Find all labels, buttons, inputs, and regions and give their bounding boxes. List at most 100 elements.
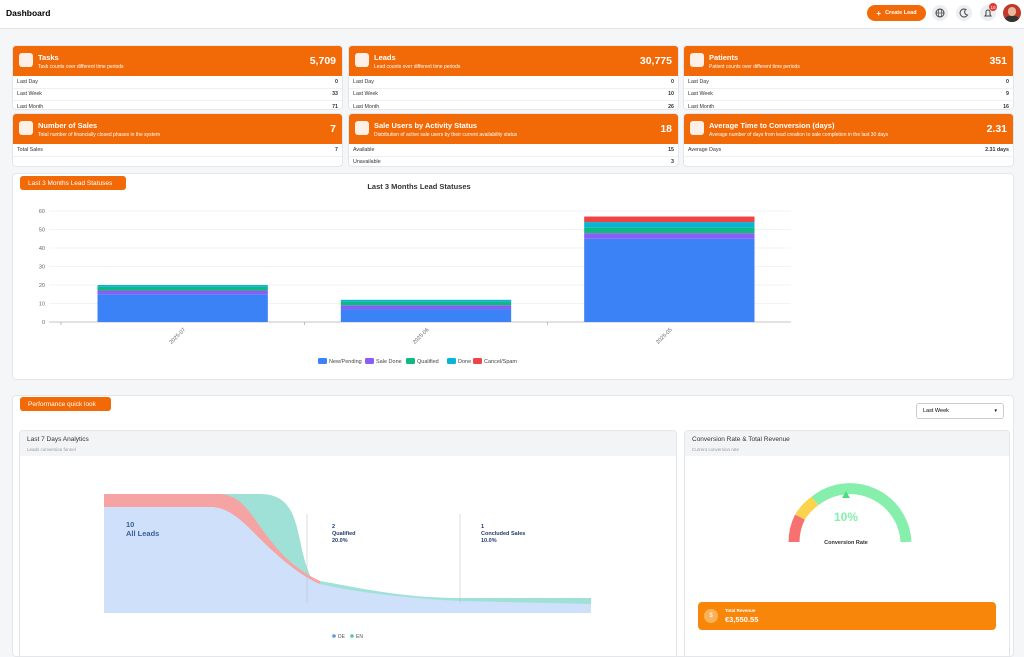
card-icon bbox=[355, 121, 369, 135]
stat-card: Leads Lead counts over different time per… bbox=[348, 45, 679, 110]
card-band: Average Time to Conversion (days) Average… bbox=[684, 114, 1013, 144]
notification-badge: 10 bbox=[989, 3, 997, 11]
revenue-value: €3,550.55 bbox=[725, 615, 759, 624]
rate-label: Conversion Rate bbox=[824, 540, 868, 546]
row-value: 9 bbox=[1006, 91, 1009, 98]
row-value: 0 bbox=[671, 78, 674, 85]
bar-segment bbox=[584, 233, 755, 239]
globe-icon bbox=[935, 8, 945, 18]
gauge-mid bbox=[795, 496, 819, 521]
stage-label: Qualified bbox=[332, 531, 356, 537]
card-total: 7 bbox=[330, 123, 336, 135]
legend-label: Done bbox=[458, 359, 471, 365]
stage-count: 1 bbox=[481, 524, 484, 530]
card-title: Leads bbox=[374, 53, 396, 62]
y-tick-label: 20 bbox=[39, 283, 45, 289]
legend-label: Cancel/Spam bbox=[484, 359, 517, 365]
row-label: Average Days bbox=[688, 146, 722, 153]
x-tick-label: 2025-06 bbox=[412, 327, 431, 346]
bar-segment bbox=[97, 294, 268, 322]
analytics-card: Last 7 Days Analytics Leads conversion f… bbox=[19, 430, 677, 656]
button-label: Create Lead bbox=[885, 10, 917, 16]
card-total: 5,709 bbox=[309, 55, 336, 67]
moon-icon bbox=[959, 8, 969, 18]
legend-label: New/Pending bbox=[329, 359, 362, 365]
x-tick-label: 2025-05 bbox=[655, 327, 674, 346]
stat-card: Patients Patient counts over different ti… bbox=[683, 45, 1014, 110]
row-value: 0 bbox=[335, 78, 338, 85]
row-value: 15 bbox=[668, 146, 674, 153]
card-title: Patients bbox=[709, 53, 739, 62]
card-row: Unavailable 3 bbox=[349, 157, 678, 167]
legend-swatch bbox=[447, 358, 456, 364]
chart: Last 3 Months Lead Statuses 0 10 20 30 40 50 6… bbox=[39, 182, 791, 365]
card-total: 2.31 bbox=[986, 123, 1007, 135]
card-band: Patients Patient counts over different ti… bbox=[684, 46, 1013, 76]
stat-card: Average Time to Conversion (days) Average… bbox=[683, 113, 1014, 167]
row-value: 3 bbox=[671, 159, 674, 166]
revenue-label: Total Revenue bbox=[725, 608, 756, 613]
stat-card: Tasks Task counts over different time per… bbox=[12, 45, 343, 110]
card-row: Last Week 10 bbox=[349, 89, 678, 101]
page-title: Dashboard bbox=[6, 8, 51, 18]
card-icon bbox=[690, 121, 704, 135]
card-row: Last Day 0 bbox=[684, 76, 1013, 89]
row-label: Last Day bbox=[353, 78, 374, 85]
card-total: 351 bbox=[989, 55, 1007, 67]
card-band: Tasks Task counts over different time per… bbox=[13, 46, 342, 76]
gauge-high bbox=[811, 483, 912, 543]
card-subtitle: Task counts over different time periods bbox=[38, 64, 124, 70]
bar-segment bbox=[584, 216, 755, 223]
row-label: Last Day bbox=[17, 78, 38, 85]
stage-count: 10 bbox=[126, 520, 134, 529]
gauge-low bbox=[788, 514, 806, 543]
card-subtitle: Distribution of active sale users by the… bbox=[374, 132, 518, 138]
y-tick-label: 10 bbox=[39, 302, 45, 308]
card-subtitle: Patient counts over different time perio… bbox=[709, 64, 800, 70]
row-value: 0 bbox=[1006, 78, 1009, 85]
card-title: Sale Users by Activity Status bbox=[374, 121, 478, 130]
revenue-icon: $ bbox=[704, 609, 718, 623]
select-value: Last Week bbox=[923, 408, 949, 414]
legend-swatch bbox=[365, 358, 374, 364]
legend-swatch bbox=[473, 358, 482, 364]
card-row: Last Month 71 bbox=[13, 101, 342, 109]
card-band: Sale Users by Activity Status Distributio… bbox=[349, 114, 678, 144]
bar-segment bbox=[340, 299, 512, 302]
create-lead-button[interactable]: + Create Lead bbox=[867, 5, 926, 21]
gauge-pointer bbox=[842, 491, 850, 498]
card-row: Last Month 16 bbox=[684, 101, 1013, 110]
row-label: Unavailable bbox=[353, 159, 381, 166]
theme-button[interactable] bbox=[956, 5, 972, 21]
card-subtitle: Average number of days from lead creatio… bbox=[709, 132, 889, 138]
legend-label: EN bbox=[356, 634, 363, 640]
lead-status-panel: Last 3 Months Lead Statuses Last 3 Month… bbox=[12, 173, 1014, 380]
period-select[interactable]: Last Week ▾ bbox=[916, 403, 1004, 419]
card-title: Number of Sales bbox=[38, 121, 98, 130]
row-label: Last Week bbox=[688, 91, 713, 98]
row-label: Last Week bbox=[353, 91, 378, 98]
card-row: Last Week 33 bbox=[13, 89, 342, 101]
stage-label: All Leads bbox=[126, 529, 159, 538]
language-button[interactable] bbox=[932, 5, 948, 21]
notifications-button[interactable]: 10 bbox=[980, 3, 997, 21]
card-total: 18 bbox=[660, 123, 672, 135]
card-row: Last Month 26 bbox=[349, 101, 678, 110]
performance-panel: Performance quick look Last Week ▾ Last 7… bbox=[12, 395, 1014, 657]
caret: ▾ bbox=[994, 408, 997, 414]
funnel-de bbox=[104, 507, 591, 613]
card-icon bbox=[355, 53, 369, 67]
avatar[interactable] bbox=[1003, 4, 1021, 22]
row-label: Total Sales bbox=[17, 146, 43, 153]
card-subtitle: Total number of financially closed phase… bbox=[38, 132, 161, 138]
panel-tab: Performance quick look bbox=[20, 397, 111, 411]
stat-card: Number of Sales Total number of financial… bbox=[12, 113, 343, 167]
top-bar: Dashboard + Create Lead 10 bbox=[0, 0, 1024, 29]
card-header: Conversion Rate & Total Revenue Current … bbox=[685, 431, 1009, 456]
row-label: Last Week bbox=[17, 91, 42, 98]
row-label: Last Month bbox=[353, 103, 380, 110]
row-label: Last Month bbox=[688, 103, 715, 110]
panel-tab: Last 3 Months Lead Statuses bbox=[20, 176, 126, 190]
card-band: Number of Sales Total number of financial… bbox=[13, 114, 342, 144]
avatar-body bbox=[1005, 16, 1019, 22]
